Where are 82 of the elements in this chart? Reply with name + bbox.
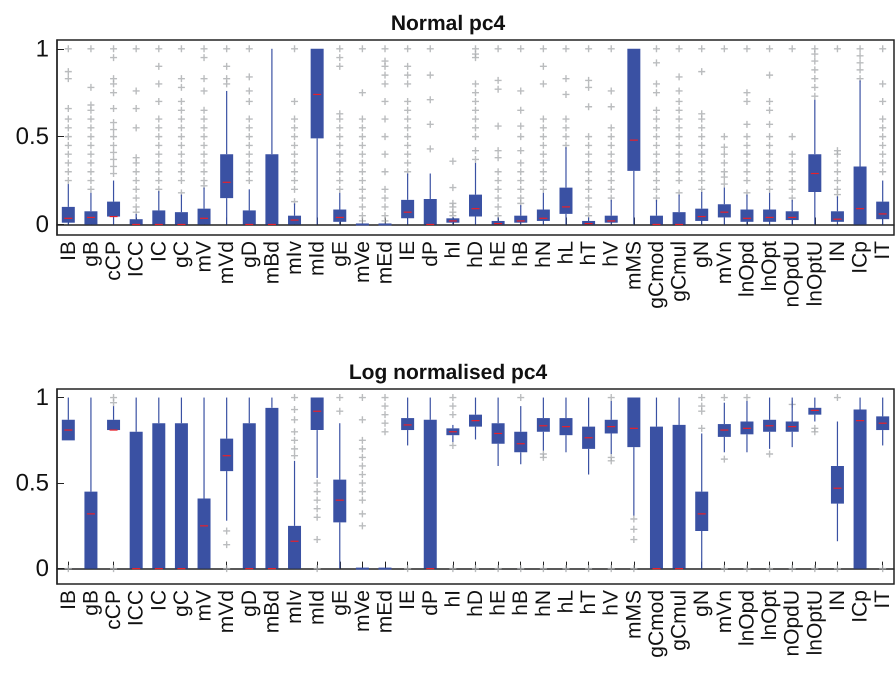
y-tick-label: 0 [36,210,49,238]
x-tick-label: cCP [102,590,126,630]
x-tick-label: gB [79,590,102,616]
x-tick-label: hT [577,240,600,266]
x-tick-label: hV [600,590,623,616]
x-tick-label: lnOptU [803,241,826,306]
x-tick-label: IN [826,241,849,262]
x-tick-label: mBd [260,590,284,634]
x-tick-label: cCP [102,241,126,281]
x-tick-label: gCmul [668,241,691,302]
x-tick-label: gC [170,590,193,617]
x-tick-label: mEd [374,590,397,634]
x-tick-label: nOpdU [780,590,804,657]
x-tick-label: gC [170,241,193,268]
x-tick-label: hV [600,241,623,267]
x-tick-label: hI [441,590,464,608]
x-tick-label: gB [79,241,102,267]
x-tick-label: gN [690,590,714,617]
x-tick-label: mVe [350,241,374,284]
x-tick-label: dP [418,241,442,267]
x-tick-label: mVd [215,241,238,284]
x-tick-label: hT [577,590,600,615]
x-tick-label: gCmul [668,590,691,651]
x-tick-label: mId [306,590,329,626]
x-tick-label: lnOpd [735,590,758,646]
x-tick-label: hN [532,241,555,268]
x-tick-label: hL [554,590,578,614]
x-tick-label: hE [486,241,510,267]
y-tick-label: 1 [36,35,49,62]
x-tick-label: mMS [622,590,646,639]
x-tick-label: mId [306,241,329,276]
x-tick-label: hL [554,241,578,264]
x-tick-label: lnOpd [735,241,758,298]
x-tick-label: hB [509,241,532,267]
chart-title: Normal pc4 [390,12,506,35]
x-tick-label: lnOpt [758,590,782,640]
x-tick-label: mV [192,590,216,622]
x-tick-label: gD [238,590,261,617]
x-tick-label: hI [441,241,464,259]
x-tick-label: IB [56,590,80,610]
x-tick-label: mBd [260,241,284,284]
x-tick-label: mVn [712,241,736,284]
x-tick-label: mIv [283,240,306,275]
x-tick-label: mMS [622,241,646,290]
x-tick-label: mVe [350,590,374,632]
x-tick-label: dP [418,590,442,616]
chart-title: Log normalised pc4 [348,361,548,384]
x-tick-label: lnOpt [758,240,782,292]
x-tick-label: mVn [712,590,736,634]
x-tick-label: gCmod [644,241,668,309]
x-tick-label: IN [826,590,849,611]
x-tick-label: ICp [848,590,872,623]
x-tick-label: IT [871,240,894,260]
x-tick-label: ICp [848,241,872,274]
x-tick-label: mV [192,241,216,272]
x-tick-label: mVd [215,590,238,634]
x-tick-label: hD [464,590,487,617]
y-tick-label: 0.5 [16,470,49,497]
x-tick-label: hE [486,590,510,616]
x-tick-label: gD [238,241,261,268]
x-tick-label: IC [147,241,170,262]
x-tick-label: IE [396,241,420,261]
x-tick-label: lnOptU [803,590,826,656]
y-tick-label: 0.5 [16,123,49,150]
x-tick-label: hN [532,590,555,617]
x-tick-label: ICC [124,241,148,278]
x-tick-label: mIv [283,590,306,624]
x-tick-label: gCmod [644,590,668,658]
x-tick-label: hD [464,241,487,268]
x-tick-label: ICC [124,590,148,626]
x-tick-label: IT [871,590,894,609]
y-tick-label: 1 [36,384,49,412]
x-tick-label: mEd [374,241,397,284]
x-tick-label: IE [396,590,420,610]
x-tick-label: IC [147,590,170,611]
x-tick-label: gN [690,241,714,268]
x-tick-label: nOpdU [780,241,804,308]
x-tick-label: IB [56,241,80,261]
x-tick-label: hB [509,590,532,616]
x-tick-label: gE [328,241,352,267]
y-tick-label: 0 [36,555,49,582]
x-tick-label: gE [328,590,352,616]
